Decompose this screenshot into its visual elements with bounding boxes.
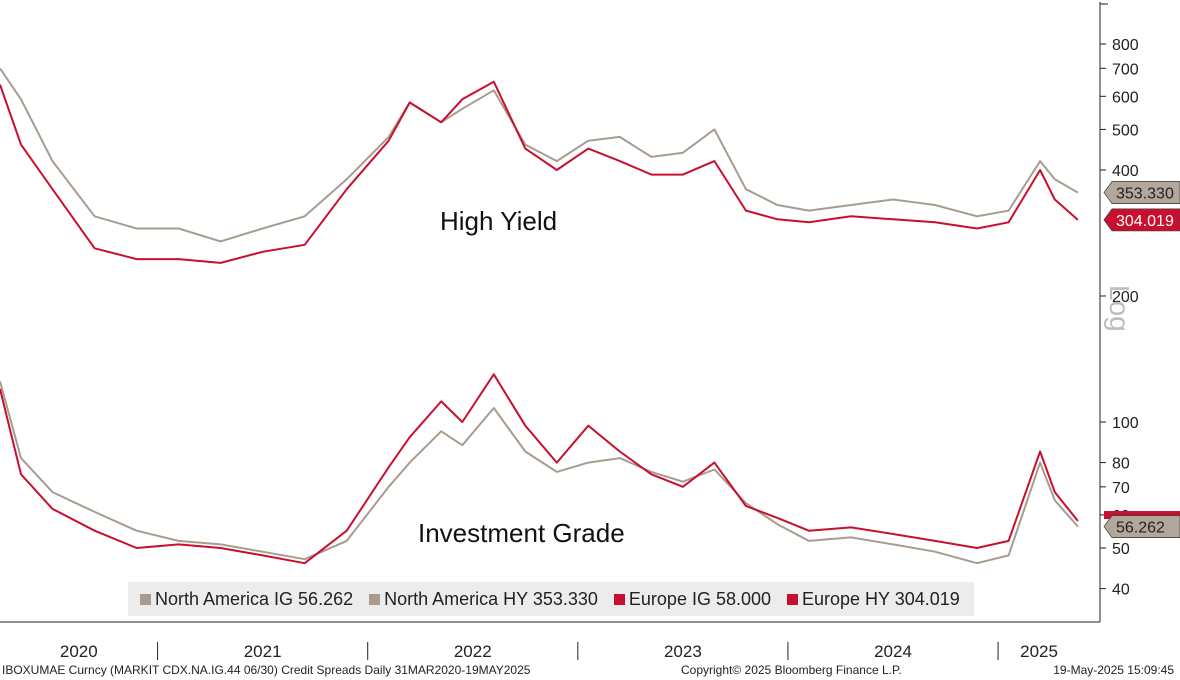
legend-swatch-eu-hy	[787, 593, 799, 605]
legend-item-eu-hy[interactable]: Europe HY 304.019	[787, 589, 960, 610]
north-america-ig-tag	[1103, 515, 1180, 538]
y-tick-label-80: 80	[1112, 456, 1130, 473]
legend-label-eu-hy: Europe HY 304.019	[802, 588, 960, 609]
log-scale-label: Log	[1104, 285, 1135, 332]
y-tick-label-800: 800	[1112, 37, 1139, 54]
investment-grade-label: Investment Grade	[418, 518, 625, 548]
legend-label-eu-ig: Europe IG 58.000	[628, 588, 772, 609]
legend-swatch-na-ig	[140, 593, 151, 605]
legend: North America IG 56.262 North America HY…	[128, 582, 974, 616]
x-tick-label-2023: 2023	[664, 642, 702, 661]
y-tick-label-600: 600	[1112, 89, 1139, 106]
series-line-europe-ig	[0, 373, 1079, 565]
y-tick-label-400: 400	[1112, 163, 1139, 180]
series-line-north-america-hy	[0, 67, 1079, 243]
footer-timestamp: 19-May-2025 15:09:45	[1053, 663, 1174, 677]
legend-item-na-ig[interactable]: North America IG 56.262	[140, 589, 353, 610]
y-tick-label-700: 700	[1112, 61, 1139, 78]
x-tick-label-2020: 2020	[60, 642, 98, 661]
y-tick-label-70: 70	[1112, 480, 1130, 497]
x-tick-label-2021: 2021	[244, 642, 282, 661]
europe-hy-tag-label: 304.019	[1116, 213, 1174, 230]
x-tick-label-2024: 2024	[874, 642, 912, 661]
y-tick-label-40: 40	[1112, 582, 1130, 599]
legend-item-na-hy[interactable]: North America HY 353.330	[369, 589, 598, 610]
legend-swatch-na-hy	[369, 593, 381, 605]
y-tick-label-500: 500	[1112, 122, 1139, 139]
legend-label-na-ig: North America IG 56.262	[155, 588, 354, 609]
footer-source: IBOXUMAE Curncy (MARKIT CDX.NA.IG.44 06/…	[2, 663, 531, 677]
footer-copyright: Copyright© 2025 Bloomberg Finance L.P.	[681, 663, 902, 677]
legend-label-na-hy: North America HY 353.330	[384, 588, 598, 609]
series-line-europe-hy	[0, 80, 1079, 264]
north-america-hy-tag	[1103, 181, 1180, 204]
x-tick-label-2022: 2022	[454, 642, 492, 661]
north-america-ig-tag-label: 56.262	[1116, 520, 1165, 537]
series-line-north-america-ig	[0, 381, 1079, 565]
europe-hy-tag	[1103, 208, 1180, 232]
high-yield-label: High Yield	[440, 206, 558, 236]
legend-item-eu-ig[interactable]: Europe IG 58.000	[613, 588, 772, 610]
legend-swatch-eu-ig	[613, 593, 625, 605]
x-tick-label-2025: 2025	[1020, 642, 1058, 661]
y-tick-label-50: 50	[1112, 541, 1130, 558]
europe-ig-tag-marker	[1104, 511, 1180, 520]
y-tick-label-100: 100	[1112, 415, 1139, 432]
y-tick-label-200: 200	[1112, 289, 1139, 306]
north-america-hy-tag-label: 353.330	[1116, 186, 1174, 203]
